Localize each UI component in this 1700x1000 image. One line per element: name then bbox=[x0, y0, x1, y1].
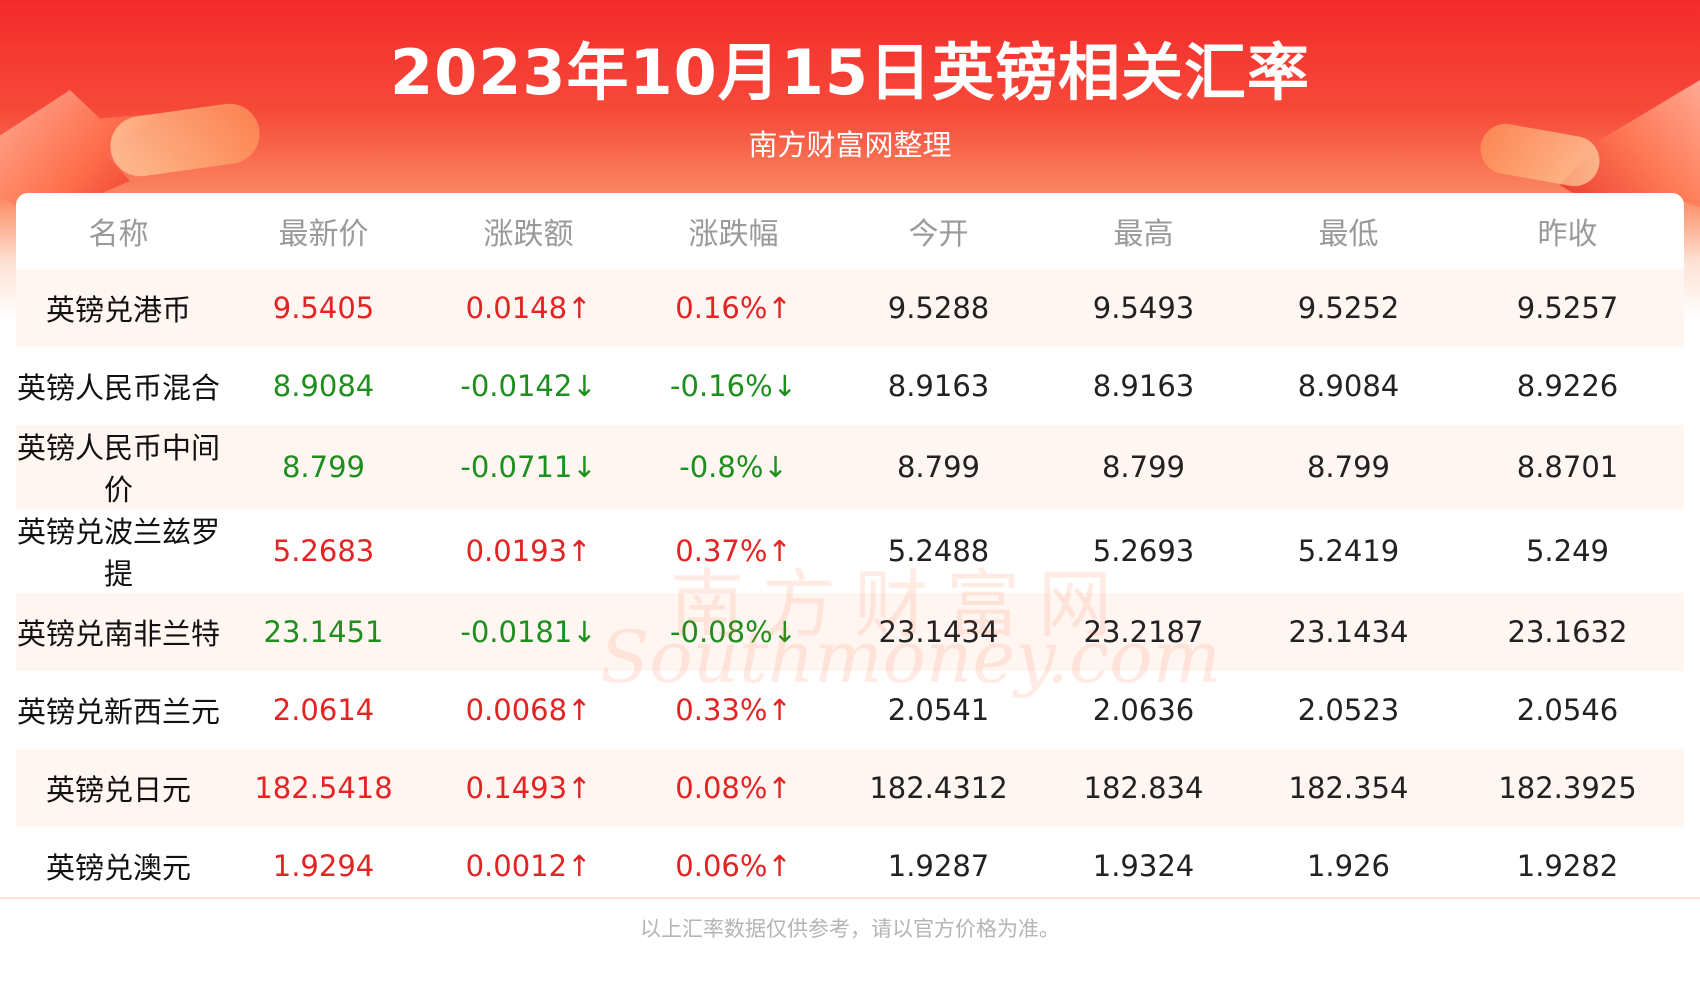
column-header-latest: 最新价 bbox=[278, 217, 369, 252]
row-change-pct-cell: 0.37%↑ bbox=[631, 509, 836, 593]
row-low-cell: 8.9084 bbox=[1246, 347, 1451, 425]
column-header-change: 涨跌额 bbox=[483, 217, 574, 252]
row-change-pct-cell: -0.16%↓ bbox=[631, 347, 836, 425]
row-name-cell: 英镑人民币中间价 bbox=[16, 425, 221, 509]
row-high-cell: 9.5493 bbox=[1041, 269, 1246, 347]
table-row: 英镑兑日元 182.5418 0.1493↑ 0.08%↑ 182.4312 182.83… bbox=[16, 749, 1684, 827]
row-change-pct-cell: -0.8%↓ bbox=[631, 425, 836, 509]
table-row: 英镑兑澳元 1.9294 0.0012↑ 0.06%↑ 1.9287 1.9324 1.92… bbox=[16, 827, 1684, 895]
table-row: 英镑兑港币 9.5405 0.0148↑ 0.16%↑ 9.5288 9.5493 9.52… bbox=[16, 269, 1684, 347]
column-header-prev-close: 昨收 bbox=[1537, 217, 1598, 252]
row-name-cell: 英镑人民币混合 bbox=[16, 347, 221, 425]
column-header-change-pct: 涨跌幅 bbox=[688, 217, 779, 252]
table-row: 英镑兑南非兰特 23.1451 -0.0181↓ -0.08%↓ 23.1434 23.2… bbox=[16, 593, 1684, 671]
row-latest-cell: 2.0614 bbox=[221, 671, 426, 749]
row-prev-close-cell: 2.0546 bbox=[1451, 671, 1684, 749]
row-prev-close-cell: 5.249 bbox=[1451, 509, 1684, 593]
table-header-row: 名称 最新价 涨跌额 涨跌幅 今开 最高 最低 昨收 bbox=[16, 193, 1684, 269]
row-high-cell: 1.9324 bbox=[1041, 827, 1246, 895]
column-header-low: 最低 bbox=[1318, 217, 1379, 252]
row-open-cell: 182.4312 bbox=[836, 749, 1041, 827]
row-latest-cell: 8.799 bbox=[221, 425, 426, 509]
row-high-cell: 182.834 bbox=[1041, 749, 1246, 827]
row-prev-close-cell: 8.9226 bbox=[1451, 347, 1684, 425]
row-high-cell: 8.799 bbox=[1041, 425, 1246, 509]
column-header-open: 今开 bbox=[908, 217, 969, 252]
rates-table-card: 名称 最新价 涨跌额 涨跌幅 今开 最高 最低 昨收 英镑兑港币 9.5405 0.… bbox=[16, 193, 1684, 895]
row-change-pct-cell: 0.16%↑ bbox=[631, 269, 836, 347]
row-open-cell: 9.5288 bbox=[836, 269, 1041, 347]
row-low-cell: 23.1434 bbox=[1246, 593, 1451, 671]
row-name-cell: 英镑兑南非兰特 bbox=[16, 593, 221, 671]
row-name-cell: 英镑兑波兰兹罗提 bbox=[16, 509, 221, 593]
row-low-cell: 8.799 bbox=[1246, 425, 1451, 509]
row-low-cell: 9.5252 bbox=[1246, 269, 1451, 347]
row-change-cell: -0.0181↓ bbox=[426, 593, 631, 671]
row-latest-cell: 5.2683 bbox=[221, 509, 426, 593]
table-row: 英镑人民币混合 8.9084 -0.0142↓ -0.16%↓ 8.9163 8.9163… bbox=[16, 347, 1684, 425]
row-low-cell: 1.926 bbox=[1246, 827, 1451, 895]
row-change-cell: 0.0012↑ bbox=[426, 827, 631, 895]
row-open-cell: 1.9287 bbox=[836, 827, 1041, 895]
row-change-cell: -0.0711↓ bbox=[426, 425, 631, 509]
row-high-cell: 23.2187 bbox=[1041, 593, 1246, 671]
row-high-cell: 8.9163 bbox=[1041, 347, 1246, 425]
row-name-cell: 英镑兑日元 bbox=[16, 749, 221, 827]
row-high-cell: 2.0636 bbox=[1041, 671, 1246, 749]
rates-table: 名称 最新价 涨跌额 涨跌幅 今开 最高 最低 昨收 英镑兑港币 9.5405 0.… bbox=[16, 193, 1684, 895]
row-name-cell: 英镑兑港币 bbox=[16, 269, 221, 347]
row-prev-close-cell: 9.5257 bbox=[1451, 269, 1684, 347]
row-open-cell: 23.1434 bbox=[836, 593, 1041, 671]
row-latest-cell: 182.5418 bbox=[221, 749, 426, 827]
table-row: 英镑兑新西兰元 2.0614 0.0068↑ 0.33%↑ 2.0541 2.0636 2.… bbox=[16, 671, 1684, 749]
column-header-name: 名称 bbox=[88, 217, 149, 252]
row-prev-close-cell: 1.9282 bbox=[1451, 827, 1684, 895]
row-name-cell: 英镑兑澳元 bbox=[16, 827, 221, 895]
row-latest-cell: 1.9294 bbox=[221, 827, 426, 895]
row-open-cell: 2.0541 bbox=[836, 671, 1041, 749]
row-prev-close-cell: 8.8701 bbox=[1451, 425, 1684, 509]
row-change-pct-cell: -0.08%↓ bbox=[631, 593, 836, 671]
page-title: 2023年10月15日英镑相关汇率 bbox=[389, 36, 1311, 109]
row-change-cell: -0.0142↓ bbox=[426, 347, 631, 425]
row-change-pct-cell: 0.33%↑ bbox=[631, 671, 836, 749]
footer-note: 以上汇率数据仅供参考，请以官方价格为准。 bbox=[640, 917, 1060, 941]
row-change-cell: 0.1493↑ bbox=[426, 749, 631, 827]
row-latest-cell: 9.5405 bbox=[221, 269, 426, 347]
row-open-cell: 8.799 bbox=[836, 425, 1041, 509]
row-open-cell: 5.2488 bbox=[836, 509, 1041, 593]
table-row: 英镑兑波兰兹罗提 5.2683 0.0193↑ 0.37%↑ 5.2488 5.2693 5… bbox=[16, 509, 1684, 593]
row-low-cell: 2.0523 bbox=[1246, 671, 1451, 749]
row-low-cell: 182.354 bbox=[1246, 749, 1451, 827]
row-latest-cell: 23.1451 bbox=[221, 593, 426, 671]
row-open-cell: 8.9163 bbox=[836, 347, 1041, 425]
footer-divider bbox=[0, 897, 1700, 899]
row-latest-cell: 8.9084 bbox=[221, 347, 426, 425]
page-subtitle: 南方财富网整理 bbox=[748, 128, 952, 162]
row-prev-close-cell: 23.1632 bbox=[1451, 593, 1684, 671]
row-high-cell: 5.2693 bbox=[1041, 509, 1246, 593]
row-low-cell: 5.2419 bbox=[1246, 509, 1451, 593]
row-change-pct-cell: 0.08%↑ bbox=[631, 749, 836, 827]
column-header-high: 最高 bbox=[1113, 217, 1174, 252]
row-change-pct-cell: 0.06%↑ bbox=[631, 827, 836, 895]
row-prev-close-cell: 182.3925 bbox=[1451, 749, 1684, 827]
table-row: 英镑人民币中间价 8.799 -0.0711↓ -0.8%↓ 8.799 8.799 8.7… bbox=[16, 425, 1684, 509]
row-change-cell: 0.0148↑ bbox=[426, 269, 631, 347]
row-change-cell: 0.0193↑ bbox=[426, 509, 631, 593]
row-change-cell: 0.0068↑ bbox=[426, 671, 631, 749]
row-name-cell: 英镑兑新西兰元 bbox=[16, 671, 221, 749]
